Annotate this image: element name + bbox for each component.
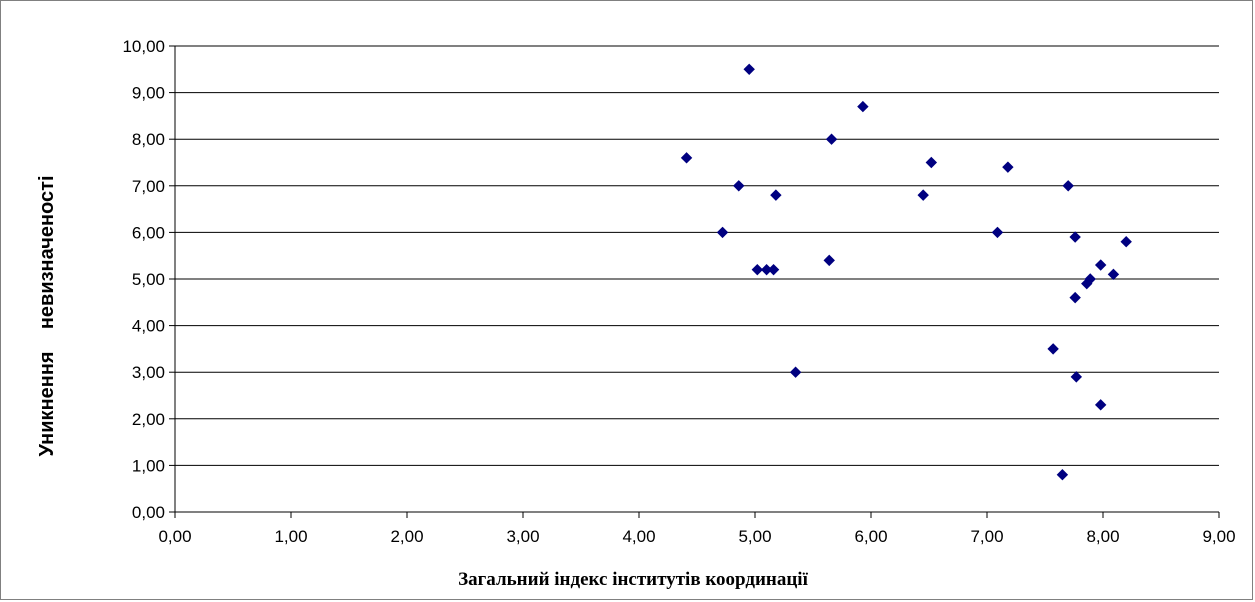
x-tick-label: 5,00 <box>738 527 771 546</box>
x-axis-label: Загальний індекс інститутів координації <box>458 569 808 590</box>
data-point <box>789 366 802 378</box>
data-point <box>991 226 1004 239</box>
data-point <box>770 189 782 201</box>
x-tick-label: 3,00 <box>506 527 539 546</box>
data-point <box>1056 469 1069 481</box>
data-point <box>1120 236 1132 248</box>
y-tick-label: 0,00 <box>132 503 165 522</box>
y-tick-label: 1,00 <box>132 456 165 475</box>
y-tick-label: 8,00 <box>132 130 165 149</box>
y-tick-label: 5,00 <box>132 270 165 289</box>
data-point <box>1047 343 1059 355</box>
x-tick-label: 2,00 <box>390 527 423 546</box>
data-point <box>733 180 745 192</box>
x-tick-label: 8,00 <box>1086 527 1119 546</box>
y-tick-label: 10,00 <box>122 37 165 56</box>
data-point <box>1069 291 1081 304</box>
data-point <box>917 189 929 201</box>
x-tick-labels: 0,00 1,00 2,00 3,00 4,00 5,00 6,00 7,00 8,00 9,00 <box>158 527 1235 546</box>
data-point <box>1094 399 1107 411</box>
data-point <box>1070 371 1083 383</box>
data-point <box>680 152 693 164</box>
data-point <box>1069 231 1081 243</box>
y-tick-label: 2,00 <box>132 410 165 429</box>
data-point <box>825 133 838 145</box>
y-tick-label: 9,00 <box>132 84 165 103</box>
y-tick-label: 6,00 <box>132 223 165 242</box>
data-point <box>1107 268 1120 281</box>
data-point <box>767 263 780 276</box>
data-point <box>1094 259 1107 271</box>
data-point <box>1062 180 1074 192</box>
x-tick-label: 4,00 <box>622 527 655 546</box>
x-tick-label: 6,00 <box>854 527 887 546</box>
data-point <box>823 254 835 267</box>
data-point <box>716 226 729 239</box>
data-point <box>857 100 869 113</box>
data-point <box>751 263 764 276</box>
y-axis-label: Уникнення невизначеності <box>36 175 58 456</box>
x-tick-label: 7,00 <box>970 527 1003 546</box>
data-point <box>1081 277 1093 290</box>
x-tick-label: 9,00 <box>1202 527 1235 546</box>
axes <box>169 45 1220 518</box>
y-tick-label: 7,00 <box>132 177 165 196</box>
x-tick-label: 0,00 <box>158 527 191 546</box>
data-point <box>743 63 755 76</box>
x-tick-label: 1,00 <box>274 527 307 546</box>
y-tick-label: 3,00 <box>132 363 165 382</box>
data-points <box>680 63 1132 481</box>
grid-lines <box>175 45 1219 466</box>
data-point <box>1002 161 1014 173</box>
y-tick-label: 4,00 <box>132 317 165 336</box>
y-tick-labels: 0,00 1,00 2,00 3,00 4,00 5,00 6,00 7,00 8,00 9,00… <box>122 37 165 522</box>
data-point <box>925 156 938 169</box>
